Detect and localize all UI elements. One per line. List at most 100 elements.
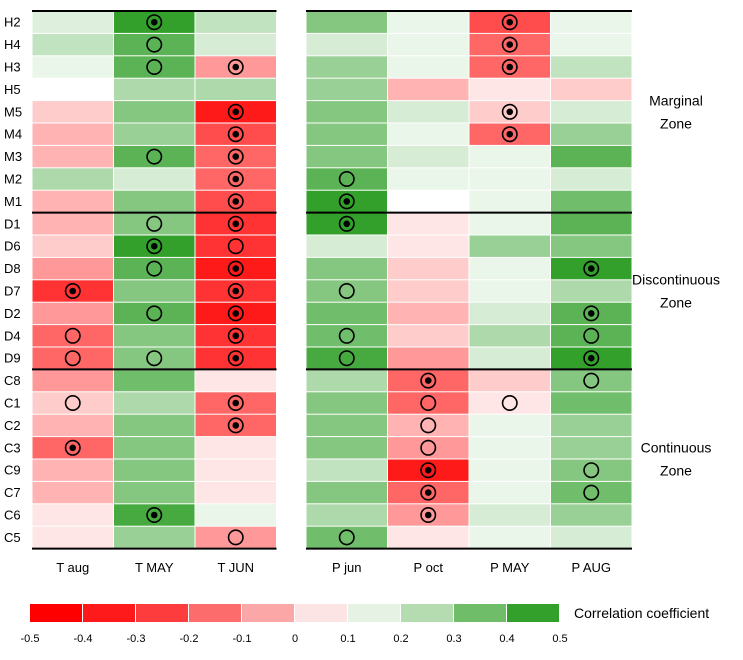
significance-ring [338, 282, 355, 299]
heat-cell-H5-T-JUN [195, 78, 276, 101]
zone-label: Zone [660, 295, 692, 311]
significance-dot [587, 310, 595, 317]
heat-cell-C6-P-AUG [551, 504, 632, 526]
legend-swatch [30, 604, 82, 622]
heat-cell-D8-T-aug [32, 257, 113, 280]
significance-ring [583, 350, 600, 367]
legend-tick-label: -0.3 [127, 633, 146, 645]
heat-cell-C1-P-jun [306, 392, 387, 414]
legend-swatch [507, 604, 559, 622]
significance-ring [501, 36, 518, 53]
column-label-T-aug: T aug [56, 560, 89, 575]
heat-cell-M4-T-MAY [114, 123, 195, 145]
heat-cell-D4-P-MAY [469, 325, 550, 347]
significance-dot [232, 63, 240, 71]
significance-ring [227, 327, 244, 344]
significance-ring [64, 282, 81, 299]
heat-cell-C3-T-JUN [195, 437, 276, 459]
heat-cell-C6-P-MAY [469, 504, 550, 526]
significance-ring [227, 58, 244, 75]
heat-cell-D9-P-jun [306, 347, 387, 369]
heat-cell-M1-P-oct [388, 190, 469, 213]
heat-cell-D4-T-aug [32, 325, 113, 347]
row-label-H4: H4 [4, 37, 21, 52]
heat-cell-C5-T-aug [32, 526, 113, 549]
significance-ring [583, 372, 600, 389]
significance-ring [420, 417, 437, 434]
heat-cell-C5-P-oct [388, 526, 469, 549]
heat-cell-C1-T-MAY [114, 392, 195, 414]
row-label-D8: D8 [4, 261, 21, 276]
column-label-P-jun: P jun [332, 560, 361, 575]
heat-cell-D8-T-MAY [114, 257, 195, 280]
heat-cell-M5-P-oct [388, 101, 469, 123]
significance-dot [232, 399, 240, 407]
heat-cell-H4-T-aug [32, 33, 113, 56]
heat-cell-C1-P-AUG [551, 392, 632, 414]
significance-ring [583, 305, 600, 322]
heat-cell-H5-P-oct [388, 78, 469, 101]
significance-dot [232, 287, 240, 295]
legend-tick-label: 0.3 [446, 633, 461, 645]
heat-cell-C2-P-MAY [469, 414, 550, 437]
row-label-C2: C2 [4, 418, 21, 433]
legend-tick-label: 0 [292, 633, 298, 645]
significance-dot [506, 41, 514, 48]
significance-dot [424, 377, 432, 384]
legend-swatch [454, 604, 506, 622]
heat-cell-M3-P-AUG [551, 145, 632, 168]
row-labels: H2 H4 H3 H5 M5 M4 M3 M2 M1 D1 D6 D8 D7 D2 D4 D9 C8 C1 C2 C3… [4, 15, 22, 545]
heat-cell-C7-P-jun [306, 481, 387, 504]
heat-cell-C5-P-jun [306, 526, 387, 549]
heat-cell-D9-P-MAY [469, 347, 550, 369]
significance-ring [146, 36, 163, 53]
significance-ring [338, 350, 355, 367]
significance-ring [227, 193, 244, 210]
significance-dot [232, 422, 240, 429]
heat-cell-C7-T-aug [32, 481, 113, 504]
heat-cell-M1-T-MAY [114, 190, 195, 213]
heat-cell-H4-T-MAY [114, 33, 195, 56]
heat-cell-D4-P-jun [306, 325, 387, 347]
significance-ring [501, 394, 518, 411]
heat-cell-M4-P-AUG [551, 123, 632, 145]
heat-cell-D1-T-aug [32, 213, 113, 235]
row-label-H2: H2 [4, 15, 21, 30]
heat-cell-D8-P-oct [388, 257, 469, 280]
significance-ring [227, 171, 244, 188]
significance-ring [227, 148, 244, 165]
row-label-M5: M5 [4, 104, 22, 119]
row-label-M3: M3 [4, 149, 22, 164]
heat-cell-M2-T-aug [32, 168, 113, 190]
significance-ring [227, 238, 244, 255]
significance-ring [338, 171, 355, 188]
significance-dot [69, 444, 77, 452]
significance-dot [506, 18, 514, 26]
heatmap-cells [32, 11, 632, 549]
significance-ring [227, 103, 244, 120]
heat-cell-M3-P-jun [306, 145, 387, 168]
heat-cell-C3-P-jun [306, 437, 387, 459]
significance-dot [232, 198, 240, 205]
significance-dot [343, 198, 351, 205]
heat-cell-D6-P-oct [388, 235, 469, 257]
heat-cell-D8-P-jun [306, 257, 387, 280]
heat-cell-H3-P-AUG [551, 56, 632, 78]
heat-cell-M1-P-AUG [551, 190, 632, 213]
heat-cell-C9-P-MAY [469, 459, 550, 481]
heat-cell-D7-P-MAY [469, 280, 550, 302]
legend-tick-label: 0.1 [340, 633, 355, 645]
heat-cell-D2-P-MAY [469, 302, 550, 325]
color-legend: -0.5 -0.4 -0.3 -0.2 -0.1 0 0.1 0.2 0.3 0.4 0.5 Corr… [21, 604, 709, 645]
heat-cell-D8-P-MAY [469, 257, 550, 280]
significance-ring [420, 372, 437, 389]
heat-cell-C8-P-MAY [469, 369, 550, 392]
column-label-P-oct: P oct [414, 560, 444, 575]
heat-cell-C7-P-AUG [551, 481, 632, 504]
legend-swatch [136, 604, 188, 622]
significance-dot [424, 511, 432, 519]
heat-cell-D2-P-oct [388, 302, 469, 325]
zone-dividers [32, 10, 632, 550]
significance-ring [146, 148, 163, 165]
heat-cell-M4-T-aug [32, 123, 113, 145]
